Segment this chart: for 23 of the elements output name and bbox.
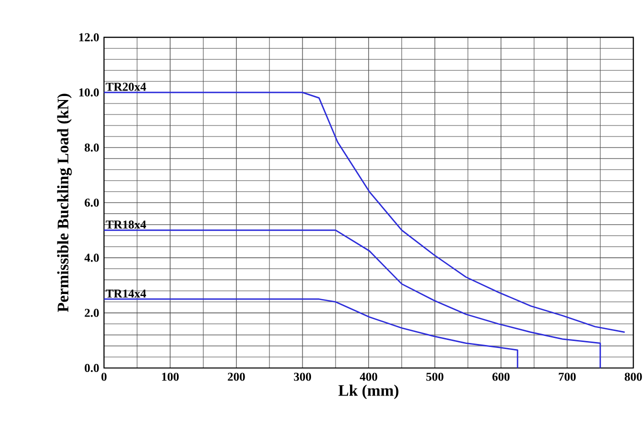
y-tick-label: 10.0 xyxy=(79,88,99,97)
series-label: TR14x4 xyxy=(106,290,146,298)
x-tick-label: 300 xyxy=(294,372,312,381)
x-tick-label: 700 xyxy=(558,372,576,381)
x-tick-label: 400 xyxy=(360,372,378,381)
y-tick-label: 6.0 xyxy=(84,198,99,207)
line-series xyxy=(103,230,601,369)
x-tick-label: 0 xyxy=(101,372,107,381)
x-tick-label: 200 xyxy=(228,372,245,381)
x-tick-label: 800 xyxy=(624,372,642,381)
y-tick-label: 2.0 xyxy=(84,308,99,318)
series-label: TR20x4 xyxy=(106,82,146,92)
x-tick-label: 500 xyxy=(426,372,444,381)
y-tick-label: 4.0 xyxy=(84,254,99,262)
x-tick-label: 100 xyxy=(162,372,179,381)
x-axis-title: Lk (mm) xyxy=(338,384,398,400)
line-series xyxy=(103,92,626,334)
y-tick-label: 8.0 xyxy=(84,144,99,152)
line-series xyxy=(103,298,518,369)
y-axis-title: Permissible Buckling Load (kN) xyxy=(57,94,72,312)
y-tick-label: 0.0 xyxy=(84,364,99,372)
y-tick-label: 12.0 xyxy=(79,33,99,42)
x-tick-label: 600 xyxy=(492,372,510,381)
